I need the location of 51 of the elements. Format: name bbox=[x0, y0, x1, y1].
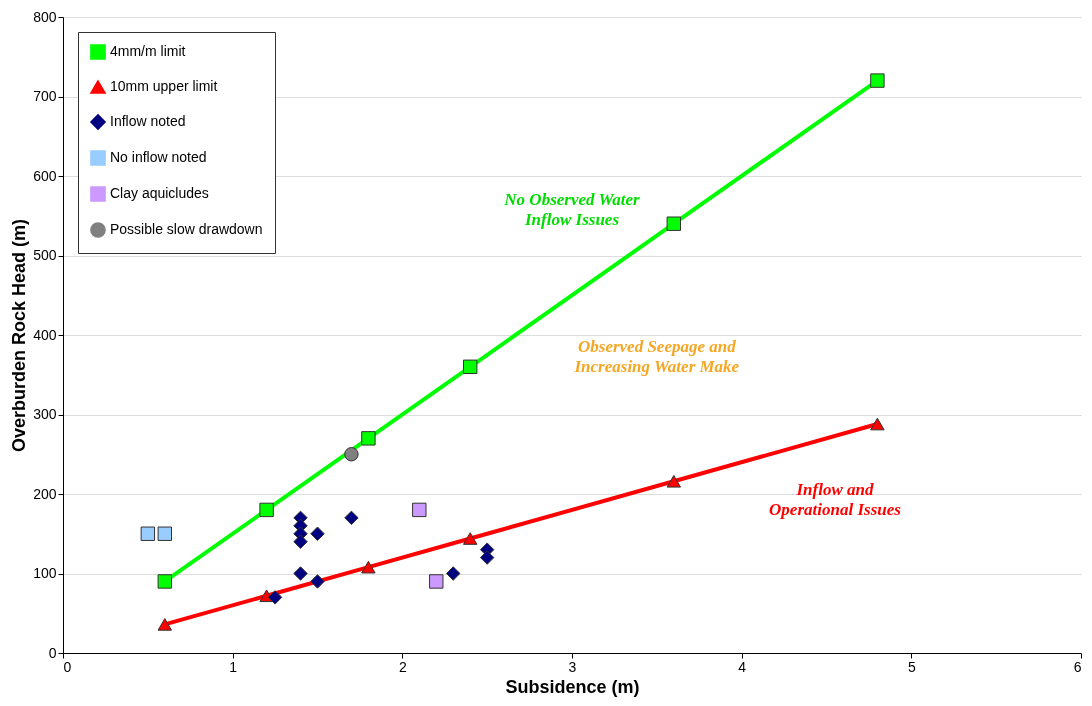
x-tick-label: 4 bbox=[738, 658, 747, 675]
point bbox=[157, 526, 173, 541]
y-axis-title: Overburden Rock Head (m) bbox=[9, 218, 30, 453]
y-tick-label: 500 bbox=[33, 247, 57, 263]
point bbox=[157, 618, 173, 631]
point bbox=[310, 574, 325, 589]
point bbox=[293, 534, 308, 549]
point bbox=[344, 447, 359, 462]
point bbox=[870, 417, 885, 431]
point bbox=[361, 431, 376, 446]
legend-label: Clay aquicludes bbox=[110, 185, 209, 201]
legend-label: 10mm upper limit bbox=[110, 78, 218, 94]
point bbox=[462, 532, 478, 545]
point bbox=[259, 502, 274, 518]
x-tick-label: 0 bbox=[63, 658, 72, 675]
point bbox=[310, 526, 325, 541]
annotation: No Observed Water Inflow Issues bbox=[503, 189, 641, 229]
y-tick-label: 600 bbox=[33, 167, 57, 184]
point bbox=[412, 502, 427, 518]
point bbox=[666, 474, 682, 488]
x-axis-title: Subsidence (m) bbox=[505, 676, 640, 697]
x-tick-label: 6 bbox=[1073, 658, 1082, 675]
point bbox=[361, 560, 376, 574]
y-tick-label: 300 bbox=[33, 406, 57, 422]
point bbox=[446, 566, 461, 581]
point bbox=[666, 216, 682, 231]
annotation: Observed Seepage and Increasing Water Make bbox=[573, 336, 740, 376]
y-tick-label: 200 bbox=[33, 485, 57, 502]
y-tick-label: 700 bbox=[33, 88, 57, 104]
y-tick-label: 100 bbox=[33, 565, 57, 581]
legend-label: Possible slow drawdown bbox=[110, 221, 263, 237]
x-tick-label: 2 bbox=[398, 658, 407, 675]
point bbox=[870, 73, 885, 88]
y-tick-label: 400 bbox=[33, 326, 57, 343]
point bbox=[157, 574, 173, 589]
legend-label: 4mm/m limit bbox=[110, 43, 186, 59]
point bbox=[462, 359, 478, 375]
point bbox=[267, 590, 283, 605]
y-tick-label: 800 bbox=[33, 8, 57, 25]
point bbox=[344, 510, 359, 526]
point bbox=[429, 574, 444, 589]
annotation: Inflow and Operational Issues bbox=[769, 480, 902, 520]
legend-label: No inflow noted bbox=[110, 149, 207, 165]
x-tick-label: 3 bbox=[568, 658, 577, 675]
y-tick-label: 0 bbox=[48, 644, 57, 661]
point bbox=[479, 550, 495, 565]
point bbox=[140, 526, 156, 541]
x-tick-label: 5 bbox=[907, 658, 916, 675]
x-tick-label: 1 bbox=[229, 658, 238, 675]
legend-label: Inflow noted bbox=[110, 113, 186, 129]
point bbox=[293, 566, 308, 581]
